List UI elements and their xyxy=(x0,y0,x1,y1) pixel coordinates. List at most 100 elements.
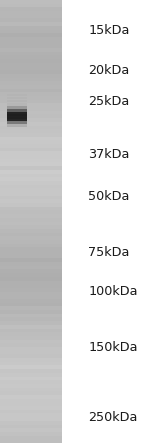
FancyBboxPatch shape xyxy=(0,33,62,37)
FancyBboxPatch shape xyxy=(0,89,62,92)
FancyBboxPatch shape xyxy=(0,107,62,111)
FancyBboxPatch shape xyxy=(0,181,62,185)
Text: 15kDa: 15kDa xyxy=(88,24,130,37)
FancyBboxPatch shape xyxy=(0,240,62,244)
FancyBboxPatch shape xyxy=(0,140,62,144)
FancyBboxPatch shape xyxy=(0,74,62,78)
FancyBboxPatch shape xyxy=(0,303,62,307)
FancyBboxPatch shape xyxy=(0,258,62,262)
FancyBboxPatch shape xyxy=(0,325,62,329)
FancyBboxPatch shape xyxy=(0,288,62,291)
Text: 75kDa: 75kDa xyxy=(88,246,130,259)
FancyBboxPatch shape xyxy=(0,144,62,148)
FancyBboxPatch shape xyxy=(0,159,62,163)
FancyBboxPatch shape xyxy=(0,380,62,384)
FancyBboxPatch shape xyxy=(0,103,62,107)
FancyBboxPatch shape xyxy=(0,262,62,266)
FancyBboxPatch shape xyxy=(0,424,62,428)
FancyBboxPatch shape xyxy=(0,210,62,214)
FancyBboxPatch shape xyxy=(0,174,62,177)
FancyBboxPatch shape xyxy=(0,85,62,89)
FancyBboxPatch shape xyxy=(0,100,62,103)
FancyBboxPatch shape xyxy=(0,41,62,44)
FancyBboxPatch shape xyxy=(0,214,62,218)
Text: 37kDa: 37kDa xyxy=(88,148,130,161)
FancyBboxPatch shape xyxy=(0,413,62,417)
FancyBboxPatch shape xyxy=(0,52,62,55)
Text: 100kDa: 100kDa xyxy=(88,285,138,298)
FancyBboxPatch shape xyxy=(0,185,62,188)
FancyBboxPatch shape xyxy=(0,369,62,373)
FancyBboxPatch shape xyxy=(0,417,62,421)
FancyBboxPatch shape xyxy=(0,406,62,410)
FancyBboxPatch shape xyxy=(0,395,62,399)
FancyBboxPatch shape xyxy=(0,11,62,15)
FancyBboxPatch shape xyxy=(0,321,62,325)
FancyBboxPatch shape xyxy=(0,384,62,388)
FancyBboxPatch shape xyxy=(0,48,62,52)
FancyBboxPatch shape xyxy=(0,177,62,181)
FancyBboxPatch shape xyxy=(0,269,62,273)
FancyBboxPatch shape xyxy=(0,358,62,362)
FancyBboxPatch shape xyxy=(7,106,27,116)
FancyBboxPatch shape xyxy=(0,310,62,314)
FancyBboxPatch shape xyxy=(0,399,62,402)
FancyBboxPatch shape xyxy=(0,118,62,122)
FancyBboxPatch shape xyxy=(0,222,62,225)
FancyBboxPatch shape xyxy=(0,96,62,100)
FancyBboxPatch shape xyxy=(0,70,62,74)
FancyBboxPatch shape xyxy=(0,15,62,19)
FancyBboxPatch shape xyxy=(0,55,62,59)
Text: 25kDa: 25kDa xyxy=(88,94,129,108)
Text: 150kDa: 150kDa xyxy=(88,341,138,354)
FancyBboxPatch shape xyxy=(0,362,62,365)
FancyBboxPatch shape xyxy=(0,129,62,133)
FancyBboxPatch shape xyxy=(0,373,62,377)
FancyBboxPatch shape xyxy=(0,196,62,199)
Text: 250kDa: 250kDa xyxy=(88,412,138,424)
FancyBboxPatch shape xyxy=(0,340,62,343)
FancyBboxPatch shape xyxy=(0,114,62,118)
FancyBboxPatch shape xyxy=(0,307,62,310)
FancyBboxPatch shape xyxy=(0,318,62,321)
FancyBboxPatch shape xyxy=(0,255,62,258)
FancyBboxPatch shape xyxy=(0,435,62,439)
FancyBboxPatch shape xyxy=(0,391,62,395)
FancyBboxPatch shape xyxy=(0,122,62,125)
FancyBboxPatch shape xyxy=(0,295,62,299)
FancyBboxPatch shape xyxy=(0,251,62,255)
FancyBboxPatch shape xyxy=(0,170,62,174)
FancyBboxPatch shape xyxy=(0,225,62,229)
FancyBboxPatch shape xyxy=(0,203,62,207)
FancyBboxPatch shape xyxy=(7,106,27,109)
Text: 20kDa: 20kDa xyxy=(88,64,129,77)
FancyBboxPatch shape xyxy=(0,63,62,66)
FancyBboxPatch shape xyxy=(7,109,27,119)
FancyBboxPatch shape xyxy=(0,22,62,26)
FancyBboxPatch shape xyxy=(0,192,62,196)
FancyBboxPatch shape xyxy=(0,4,62,8)
FancyBboxPatch shape xyxy=(0,428,62,432)
FancyBboxPatch shape xyxy=(0,266,62,269)
FancyBboxPatch shape xyxy=(0,347,62,351)
FancyBboxPatch shape xyxy=(0,421,62,424)
FancyBboxPatch shape xyxy=(0,133,62,136)
FancyBboxPatch shape xyxy=(0,136,62,140)
FancyBboxPatch shape xyxy=(0,188,62,192)
FancyBboxPatch shape xyxy=(0,30,62,33)
FancyBboxPatch shape xyxy=(0,365,62,369)
FancyBboxPatch shape xyxy=(0,66,62,70)
FancyBboxPatch shape xyxy=(0,244,62,247)
FancyBboxPatch shape xyxy=(0,432,62,435)
FancyBboxPatch shape xyxy=(0,247,62,251)
FancyBboxPatch shape xyxy=(7,109,27,112)
FancyBboxPatch shape xyxy=(0,332,62,336)
FancyBboxPatch shape xyxy=(0,329,62,332)
FancyBboxPatch shape xyxy=(7,112,27,121)
FancyBboxPatch shape xyxy=(7,103,27,105)
FancyBboxPatch shape xyxy=(0,199,62,203)
FancyBboxPatch shape xyxy=(0,377,62,380)
FancyBboxPatch shape xyxy=(0,233,62,236)
FancyBboxPatch shape xyxy=(7,117,27,127)
FancyBboxPatch shape xyxy=(0,388,62,391)
